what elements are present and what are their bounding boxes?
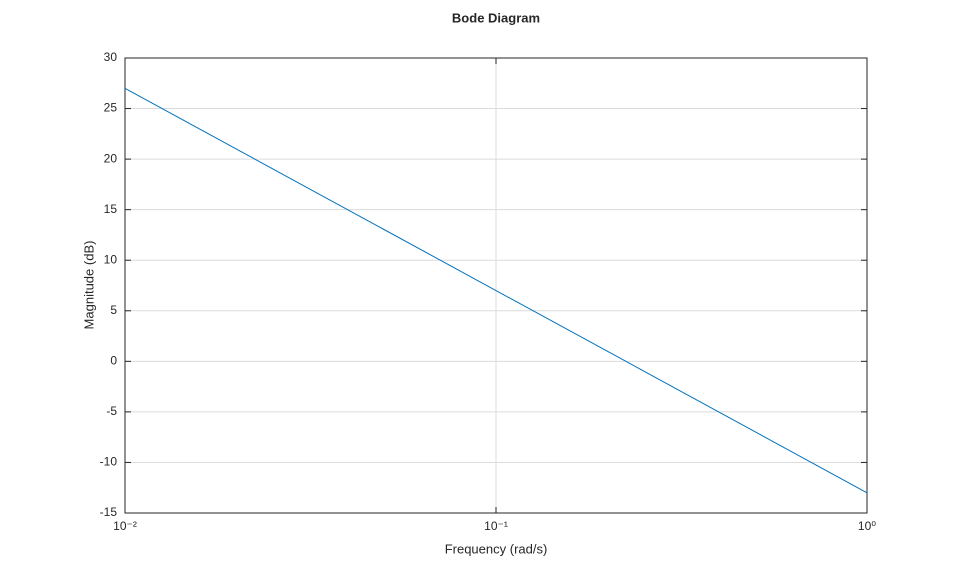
- x-tick-label: 10⁻²: [113, 519, 137, 533]
- data-line: [124, 87, 868, 494]
- x-axis-label: Frequency (rad/s): [445, 541, 548, 556]
- axes-box: [124, 57, 868, 514]
- y-tick-label: -10: [100, 455, 118, 469]
- y-tick-label: -5: [106, 404, 117, 418]
- y-tick-label: 20: [104, 151, 118, 165]
- chart-title: Bode Diagram: [452, 10, 540, 25]
- y-axis-label: Magnitude (dB): [81, 241, 96, 330]
- y-tick-label: 30: [104, 50, 118, 64]
- x-tick-label: 10⁻¹: [484, 519, 508, 533]
- x-tick-label: 10⁰: [858, 519, 876, 533]
- y-tick-label: 0: [110, 354, 117, 368]
- y-tick-label: 5: [110, 303, 117, 317]
- y-tick-label: 15: [104, 202, 118, 216]
- y-tick-label: -15: [100, 505, 118, 519]
- y-tick-label: 25: [104, 101, 118, 115]
- y-tick-label: 10: [104, 252, 118, 266]
